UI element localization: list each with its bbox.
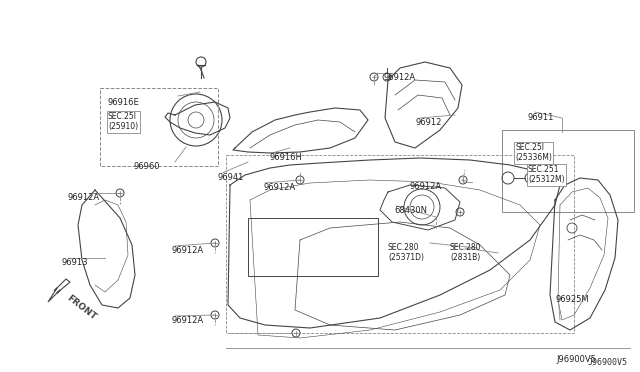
Circle shape — [292, 329, 300, 337]
Text: 96925M: 96925M — [556, 295, 589, 304]
Circle shape — [211, 311, 219, 319]
Bar — [502, 130, 634, 212]
Text: SEC.25I
(25910): SEC.25I (25910) — [108, 112, 138, 131]
Polygon shape — [48, 279, 70, 302]
Text: 96912A: 96912A — [264, 183, 296, 192]
Text: SEC.280
(25371D): SEC.280 (25371D) — [388, 243, 424, 262]
Text: 96913: 96913 — [62, 258, 88, 267]
Bar — [248, 218, 378, 276]
Circle shape — [370, 73, 378, 81]
Text: 96912A: 96912A — [172, 316, 204, 325]
Circle shape — [296, 176, 304, 184]
Text: 96912A: 96912A — [410, 182, 442, 191]
Text: 96960: 96960 — [133, 162, 159, 171]
Circle shape — [211, 239, 219, 247]
Circle shape — [459, 176, 467, 184]
Text: 96912A: 96912A — [68, 193, 100, 202]
Text: SEC.280
(2831B): SEC.280 (2831B) — [450, 243, 481, 262]
Text: 96941: 96941 — [218, 173, 244, 182]
Text: SEC.25I
(25336M): SEC.25I (25336M) — [515, 143, 552, 163]
Text: 96911: 96911 — [527, 113, 554, 122]
Text: 96916E: 96916E — [108, 98, 140, 107]
Text: FRONT: FRONT — [65, 294, 98, 322]
Text: J96900V5: J96900V5 — [556, 355, 596, 364]
Text: 96912A: 96912A — [383, 73, 415, 82]
Text: 68430N: 68430N — [394, 206, 427, 215]
Bar — [100, 88, 218, 166]
Text: 96912A: 96912A — [172, 246, 204, 255]
Circle shape — [456, 208, 464, 216]
Text: J96900V5: J96900V5 — [588, 358, 628, 367]
Text: SEC.251
(25312M): SEC.251 (25312M) — [528, 165, 564, 185]
Text: 96916H: 96916H — [270, 153, 303, 162]
Text: 96912: 96912 — [416, 118, 442, 127]
Circle shape — [116, 189, 124, 197]
Bar — [226, 155, 574, 333]
